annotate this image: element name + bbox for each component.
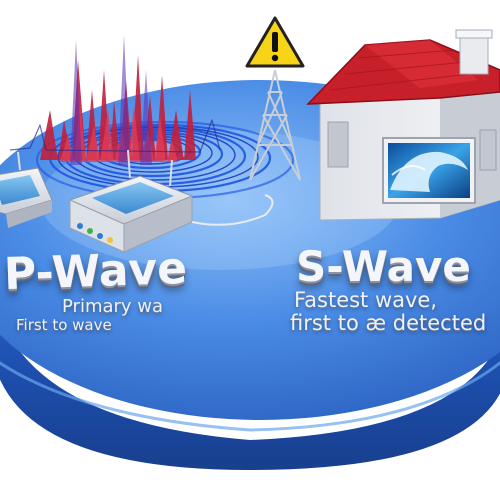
seismograph-device-center <box>68 149 274 253</box>
warning-triangle-icon <box>245 16 305 68</box>
radio-tower <box>249 69 301 181</box>
p-wave-title: P-Wave <box>3 242 188 301</box>
seismograph-device-left <box>0 151 53 228</box>
house <box>306 29 500 221</box>
s-wave-line2: first to æ detected <box>290 311 487 335</box>
platform-rim <box>0 315 500 470</box>
p-wave-line2: First to wave <box>16 316 112 334</box>
s-wave-line1: Fastest wave, <box>294 288 438 312</box>
chimney <box>459 33 489 75</box>
p-wave-line1: Primary wa <box>62 296 164 317</box>
s-wave-title: S-Wave <box>296 242 471 291</box>
seismic-spikes <box>9 35 221 165</box>
status-light <box>77 223 83 229</box>
